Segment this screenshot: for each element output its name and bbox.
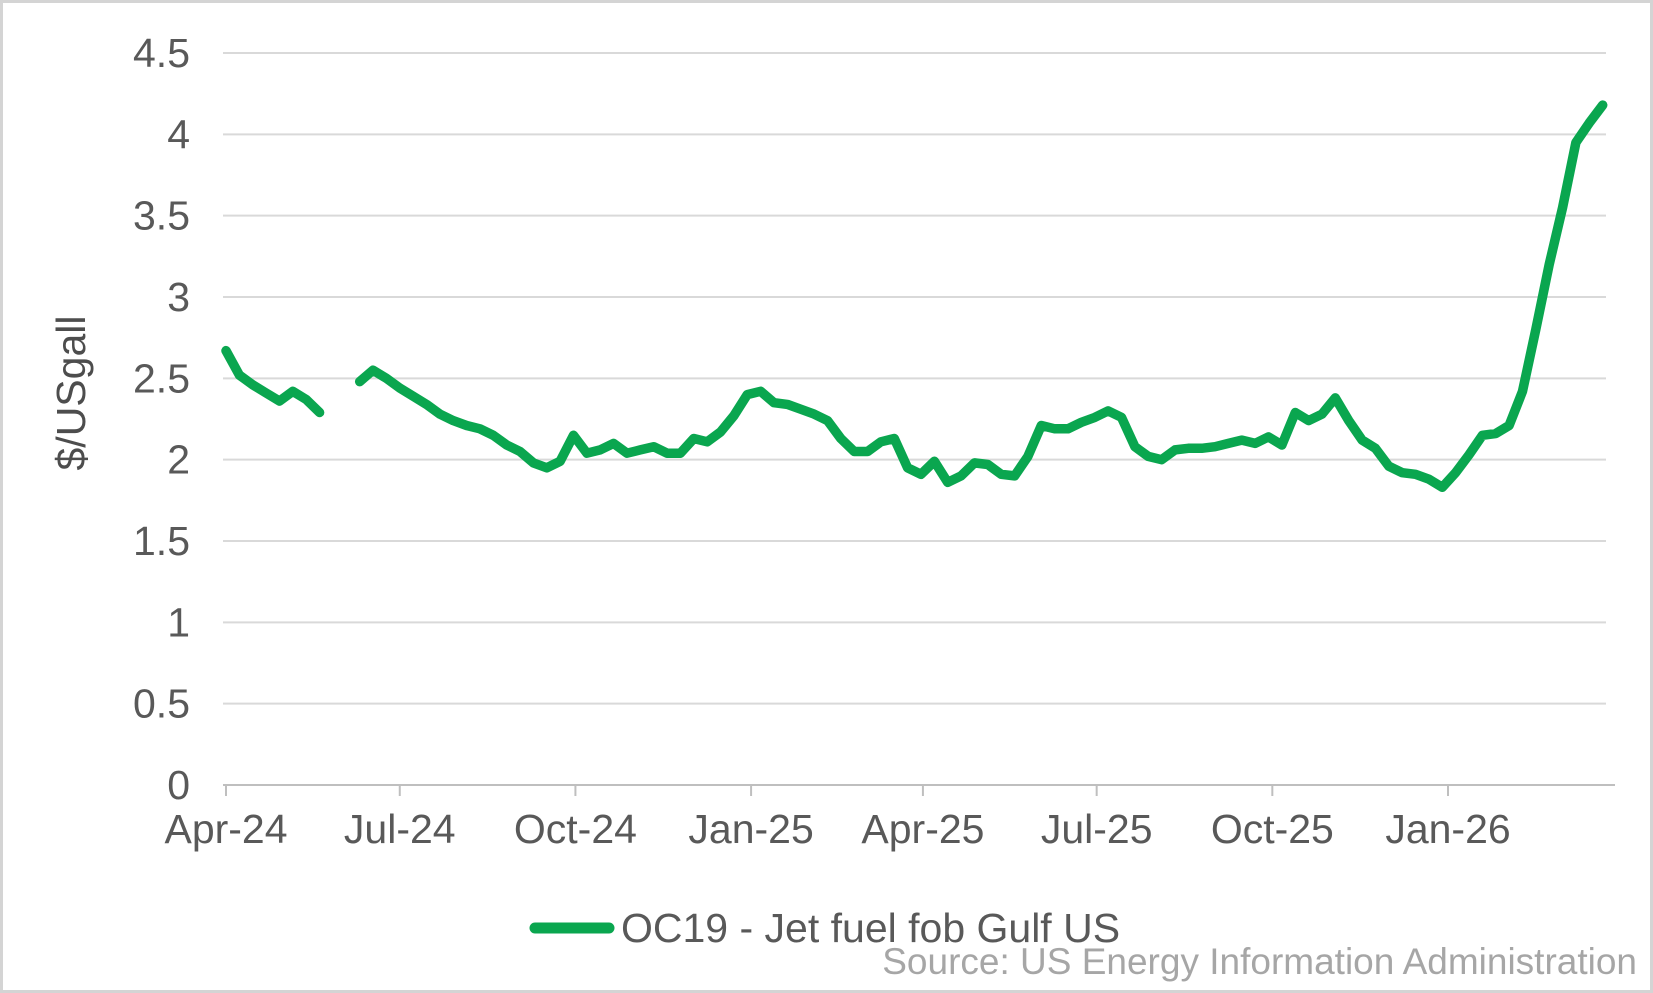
tick-labels-layer: 0 0.5 1 1.5 2 2.5 3 3.5 4 4.5 Apr-24 Jul-24 Oct-24 Ja… xyxy=(133,30,1511,852)
legend: OC19 - Jet fuel fob Gulf US xyxy=(529,905,1120,951)
y-tick-label: 2 xyxy=(167,437,190,483)
x-tick-label: Apr-24 xyxy=(164,806,287,852)
x-tick-label: Oct-25 xyxy=(1211,806,1334,852)
x-tick-label: Jan-25 xyxy=(688,806,813,852)
y-tick-label: 3.5 xyxy=(133,193,190,239)
y-tick-label: 4 xyxy=(167,111,190,157)
series-layer xyxy=(221,100,1608,493)
y-tick-label: 3 xyxy=(167,274,190,320)
x-tick-label: Oct-24 xyxy=(514,806,637,852)
gridlines-layer xyxy=(223,52,1606,705)
y-tick-label: 0.5 xyxy=(133,681,190,727)
x-tick-label: Jul-25 xyxy=(1041,806,1153,852)
y-tick-label: 4.5 xyxy=(133,30,190,76)
source-attribution: Source: US Energy Information Administra… xyxy=(882,941,1637,982)
x-tick-label: Apr-25 xyxy=(861,806,984,852)
x-tick-label: Jan-26 xyxy=(1385,806,1510,852)
axis-layer xyxy=(223,784,1615,796)
y-tick-label: 1 xyxy=(167,599,190,645)
y-tick-label: 1.5 xyxy=(133,518,190,564)
y-tick-label: 0 xyxy=(167,762,190,808)
y-axis-title: $/USgall xyxy=(48,316,94,471)
x-tick-label: Jul-24 xyxy=(344,806,456,852)
price-line-series xyxy=(221,100,1608,493)
legend-label: OC19 - Jet fuel fob Gulf US xyxy=(621,905,1120,951)
y-tick-label: 2.5 xyxy=(133,355,190,401)
